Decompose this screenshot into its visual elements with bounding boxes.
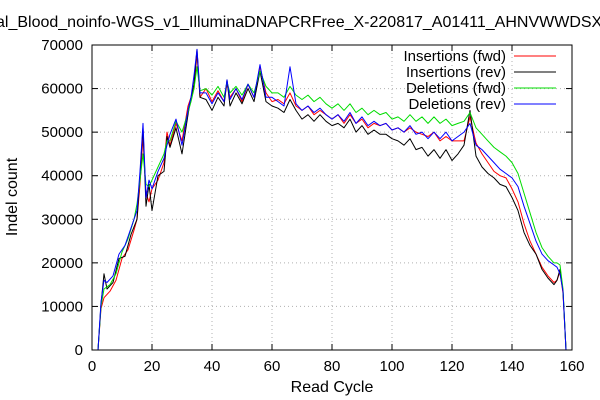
x-tick-label: 20 — [144, 358, 161, 375]
series-group — [97, 48, 567, 351]
series-line-0 — [97, 53, 567, 351]
y-tick-label: 40000 — [41, 168, 83, 185]
y-axis-label: Indel count — [4, 157, 21, 236]
y-tick-label: 70000 — [41, 37, 83, 54]
legend-label-1: Insertions (rev) — [406, 64, 506, 81]
x-tick-label: 100 — [379, 358, 404, 375]
y-tick-label: 50000 — [41, 124, 83, 141]
tick-labels: 0 20 40 60 80 100 120 140 160 0 10000 20000 30000 400… — [41, 37, 584, 375]
legend-label-2: Deletions (fwd) — [406, 80, 506, 97]
y-tick-label: 20000 — [41, 255, 83, 272]
chart-title: al_Blood_noinfo-WGS_v1_IlluminaDNAPCRFre… — [0, 14, 600, 31]
y-tick-label: 60000 — [41, 81, 83, 98]
series-line-2 — [97, 66, 567, 351]
legend: Insertions (fwd)Insertions (rev)Deletion… — [403, 48, 556, 113]
legend-label-0: Insertions (fwd) — [403, 48, 506, 65]
x-tick-label: 60 — [264, 358, 281, 375]
x-tick-label: 160 — [559, 358, 584, 375]
x-tick-label: 40 — [204, 358, 221, 375]
series-line-1 — [97, 48, 567, 351]
x-tick-label: 120 — [439, 358, 464, 375]
series-line-3 — [97, 48, 567, 351]
x-axis-label: Read Cycle — [291, 379, 374, 396]
x-tick-label: 140 — [499, 358, 524, 375]
tick-marks — [91, 44, 573, 351]
y-tick-label: 10000 — [41, 298, 83, 315]
x-tick-label: 0 — [88, 358, 96, 375]
y-tick-label: 0 — [75, 342, 83, 359]
y-tick-label: 30000 — [41, 211, 83, 228]
legend-label-3: Deletions (rev) — [408, 96, 506, 113]
x-tick-label: 80 — [324, 358, 341, 375]
